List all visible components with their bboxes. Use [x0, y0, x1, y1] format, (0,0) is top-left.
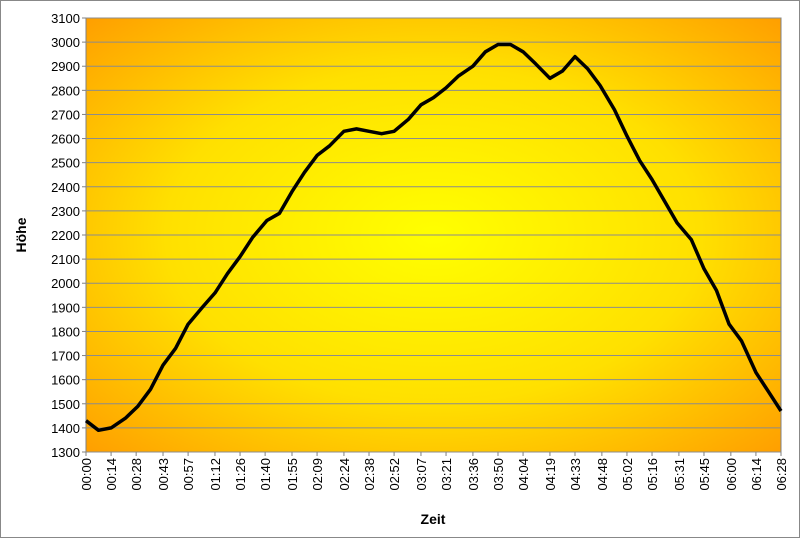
x-tick-label: 02:09: [310, 458, 325, 491]
y-tick-label: 1400: [51, 421, 80, 436]
y-tick-label: 2200: [51, 228, 80, 243]
x-tick-label: 05:31: [672, 458, 687, 491]
x-tick-label: 03:50: [491, 458, 506, 491]
x-axis-title: Zeit: [421, 511, 446, 527]
x-tick-label: 00:57: [181, 458, 196, 491]
x-tick-label: 06:28: [774, 458, 789, 491]
x-tick-label: 01:26: [233, 458, 248, 491]
y-tick-label: 1600: [51, 373, 80, 388]
y-tick-label: 2800: [51, 83, 80, 98]
x-tick-label: 03:21: [439, 458, 454, 491]
y-tick-label: 1300: [51, 445, 80, 460]
y-tick-label: 2600: [51, 132, 80, 147]
y-tick-label: 3100: [51, 11, 80, 26]
x-tick-label: 01:55: [285, 458, 300, 491]
y-tick-label: 2500: [51, 156, 80, 171]
x-tick-label: 01:12: [208, 458, 223, 491]
y-axis-title: Höhe: [13, 217, 29, 252]
x-tick-label: 04:04: [516, 458, 531, 491]
x-tick-label: 00:00: [79, 458, 94, 491]
x-tick-label: 03:36: [466, 458, 481, 491]
y-tick-label: 3000: [51, 35, 80, 50]
x-tick-label: 00:14: [104, 458, 119, 491]
x-tick-label: 06:14: [749, 458, 764, 491]
line-series: [84, 42, 783, 433]
y-tick-label: 1900: [51, 300, 80, 315]
y-tick-label: 2000: [51, 276, 80, 291]
x-tick-label: 05:45: [697, 458, 712, 491]
x-tick-label: 06:00: [724, 458, 739, 491]
x-tick-label: 04:19: [543, 458, 558, 491]
x-tick-label: 04:33: [568, 458, 583, 491]
x-tick-label: 01:40: [258, 458, 273, 491]
x-tick-label: 03:07: [414, 458, 429, 491]
x-tick-label: 00:43: [156, 458, 171, 491]
x-tick-label: 05:16: [645, 458, 660, 491]
y-tick-label: 1800: [51, 324, 80, 339]
y-tick-label: 1500: [51, 397, 80, 412]
x-tick-label: 02:24: [337, 458, 352, 491]
y-tick-label: 2400: [51, 180, 80, 195]
y-tick-label: 1700: [51, 349, 80, 364]
y-tick-label: 2700: [51, 107, 80, 122]
y-tick-label: 2900: [51, 59, 80, 74]
y-tick-label: 2100: [51, 252, 80, 267]
x-tick-label: 04:48: [595, 458, 610, 491]
x-tick-label: 00:28: [129, 458, 144, 491]
x-tick-label: 02:38: [362, 458, 377, 491]
y-tick-label: 2300: [51, 204, 80, 219]
x-tick-label: 05:02: [620, 458, 635, 491]
x-tick-label: 02:52: [387, 458, 402, 491]
